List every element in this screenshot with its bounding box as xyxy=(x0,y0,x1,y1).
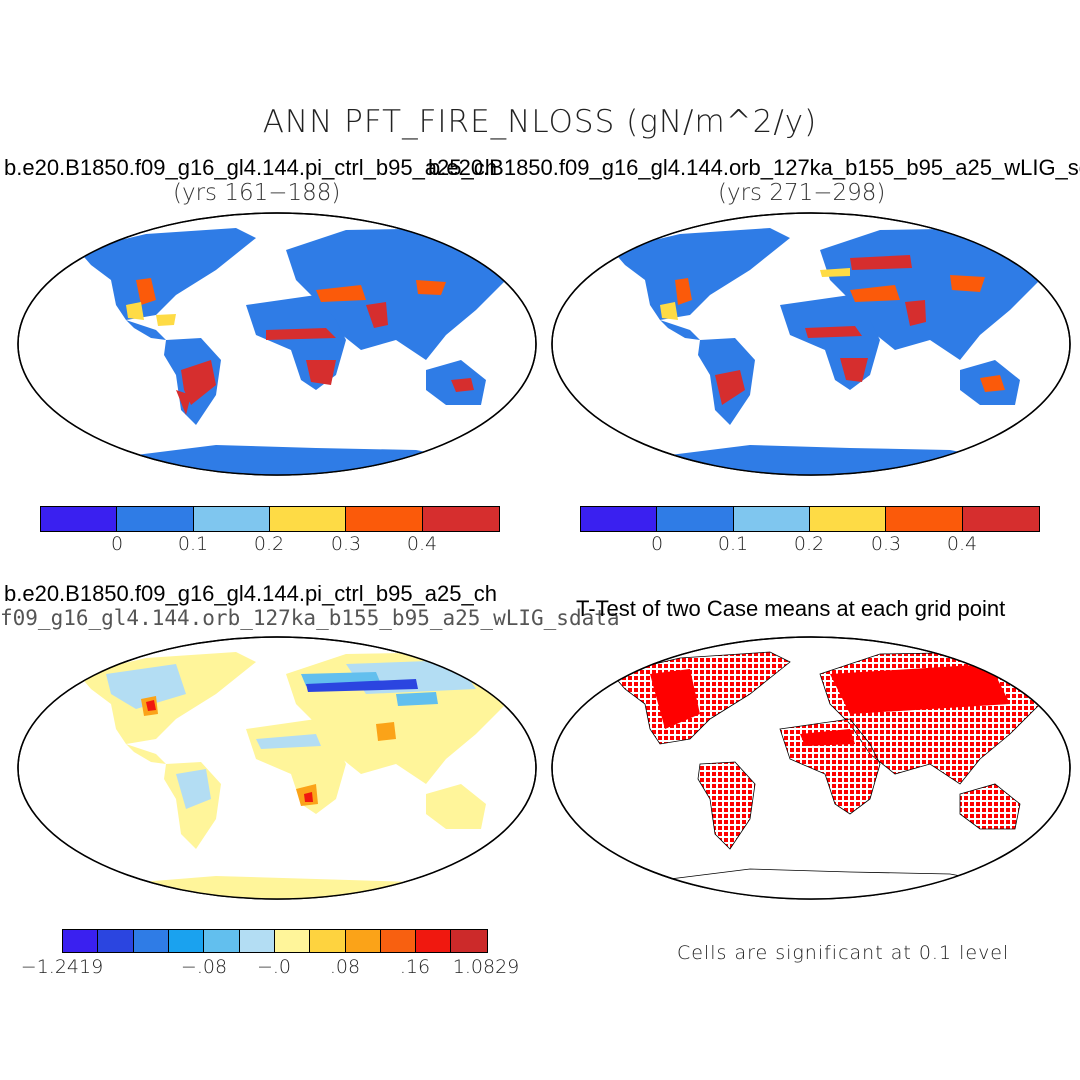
panel1-tick-label: 0.3 xyxy=(330,533,362,555)
panel2-tick-label: 0 xyxy=(650,533,664,555)
panel1-tick-label: 0.2 xyxy=(253,533,285,555)
panel2-tick-label: 0.2 xyxy=(793,533,825,555)
panel3-colorbar-bin-6 xyxy=(239,930,275,952)
panel2-colorbar-bin-2 xyxy=(657,507,734,531)
panel1-years: (yrs 161−188) xyxy=(173,180,341,206)
panel2-colorbar-bin-1 xyxy=(581,507,658,531)
panel3-tick-label: .08 xyxy=(329,956,361,978)
panel4-significance-note: Cells are significant at 0.1 level xyxy=(677,942,1010,964)
panel3-tick-label: .16 xyxy=(399,956,431,978)
panel2-colorbar-bin-4 xyxy=(809,507,887,531)
panel2-tick-label: 0.1 xyxy=(717,533,749,555)
panel1-colorbar-bin-6 xyxy=(422,507,499,531)
main-title: ANN PFT_FIRE_NLOSS (gN/m^2/y) xyxy=(262,104,818,140)
panel3-land xyxy=(78,652,516,899)
panel2-colorbar-bin-5 xyxy=(886,507,963,531)
panel3-colorbar-bin-5 xyxy=(204,930,240,952)
panel2-colorbar-bin-6 xyxy=(962,507,1039,531)
panel2-tick-label: 0.4 xyxy=(946,533,978,555)
panel3-tick-label: −1.2419 xyxy=(20,956,104,978)
panel1-map xyxy=(17,212,537,476)
panel3-colorbar-bin-2 xyxy=(98,930,134,952)
panel2-colorbar-bin-3 xyxy=(733,507,810,531)
panel3-colorbar-bin-3 xyxy=(133,930,169,952)
panel2-colorbar xyxy=(580,506,1040,532)
panel1-tick-label: 0.4 xyxy=(406,533,438,555)
panel3-colorbar-bin-10 xyxy=(380,930,417,952)
panel2-land xyxy=(612,228,1050,475)
panel3-colorbar-bin-7 xyxy=(274,930,311,952)
panel2-case-title: b.e20.B1850.f09_g16_gl4.144.orb_127ka_b1… xyxy=(428,155,1080,180)
panel4-title: T-Test of two Case means at each grid po… xyxy=(576,596,1006,621)
panel3-colorbar-bin-1 xyxy=(63,930,99,952)
panel2-years: (yrs 271−298) xyxy=(718,180,886,206)
panel3-colorbar-bin-12 xyxy=(451,930,487,952)
panel1-colorbar-bin-1 xyxy=(41,507,118,531)
panel2-tick-label: 0.3 xyxy=(870,533,902,555)
panel3-case-title: b.e20.B1850.f09_g16_gl4.144.pi_ctrl_b95_… xyxy=(4,581,497,606)
panel2-map xyxy=(551,212,1071,476)
panel3-colorbar-bin-9 xyxy=(345,930,381,952)
panel1-tick-label: 0.1 xyxy=(177,533,209,555)
panel3-colorbar xyxy=(62,929,488,953)
panel1-case-title: b.e20.B1850.f09_g16_gl4.144.pi_ctrl_b95_… xyxy=(4,155,497,180)
panel1-colorbar xyxy=(40,506,500,532)
panel3-map xyxy=(17,636,537,900)
panel3-colorbar-bin-4 xyxy=(168,930,205,952)
panel3-tick-label: −.08 xyxy=(180,956,228,978)
panel3-tick-label: 1.0829 xyxy=(452,956,520,978)
panel1-colorbar-bin-3 xyxy=(193,507,270,531)
panel3-colorbar-bin-8 xyxy=(310,930,346,952)
panel1-colorbar-bin-4 xyxy=(269,507,347,531)
panel3-colorbar-bin-11 xyxy=(416,930,452,952)
panel1-colorbar-bin-2 xyxy=(117,507,194,531)
panel1-tick-label: 0 xyxy=(110,533,124,555)
panel3-tick-label: −.0 xyxy=(256,956,292,978)
panel1-colorbar-bin-5 xyxy=(346,507,423,531)
panel3-subtitle: f09_g16_gl4.144.orb_127ka_b155_b95_a25_w… xyxy=(0,606,620,630)
panel4-map xyxy=(551,636,1071,900)
